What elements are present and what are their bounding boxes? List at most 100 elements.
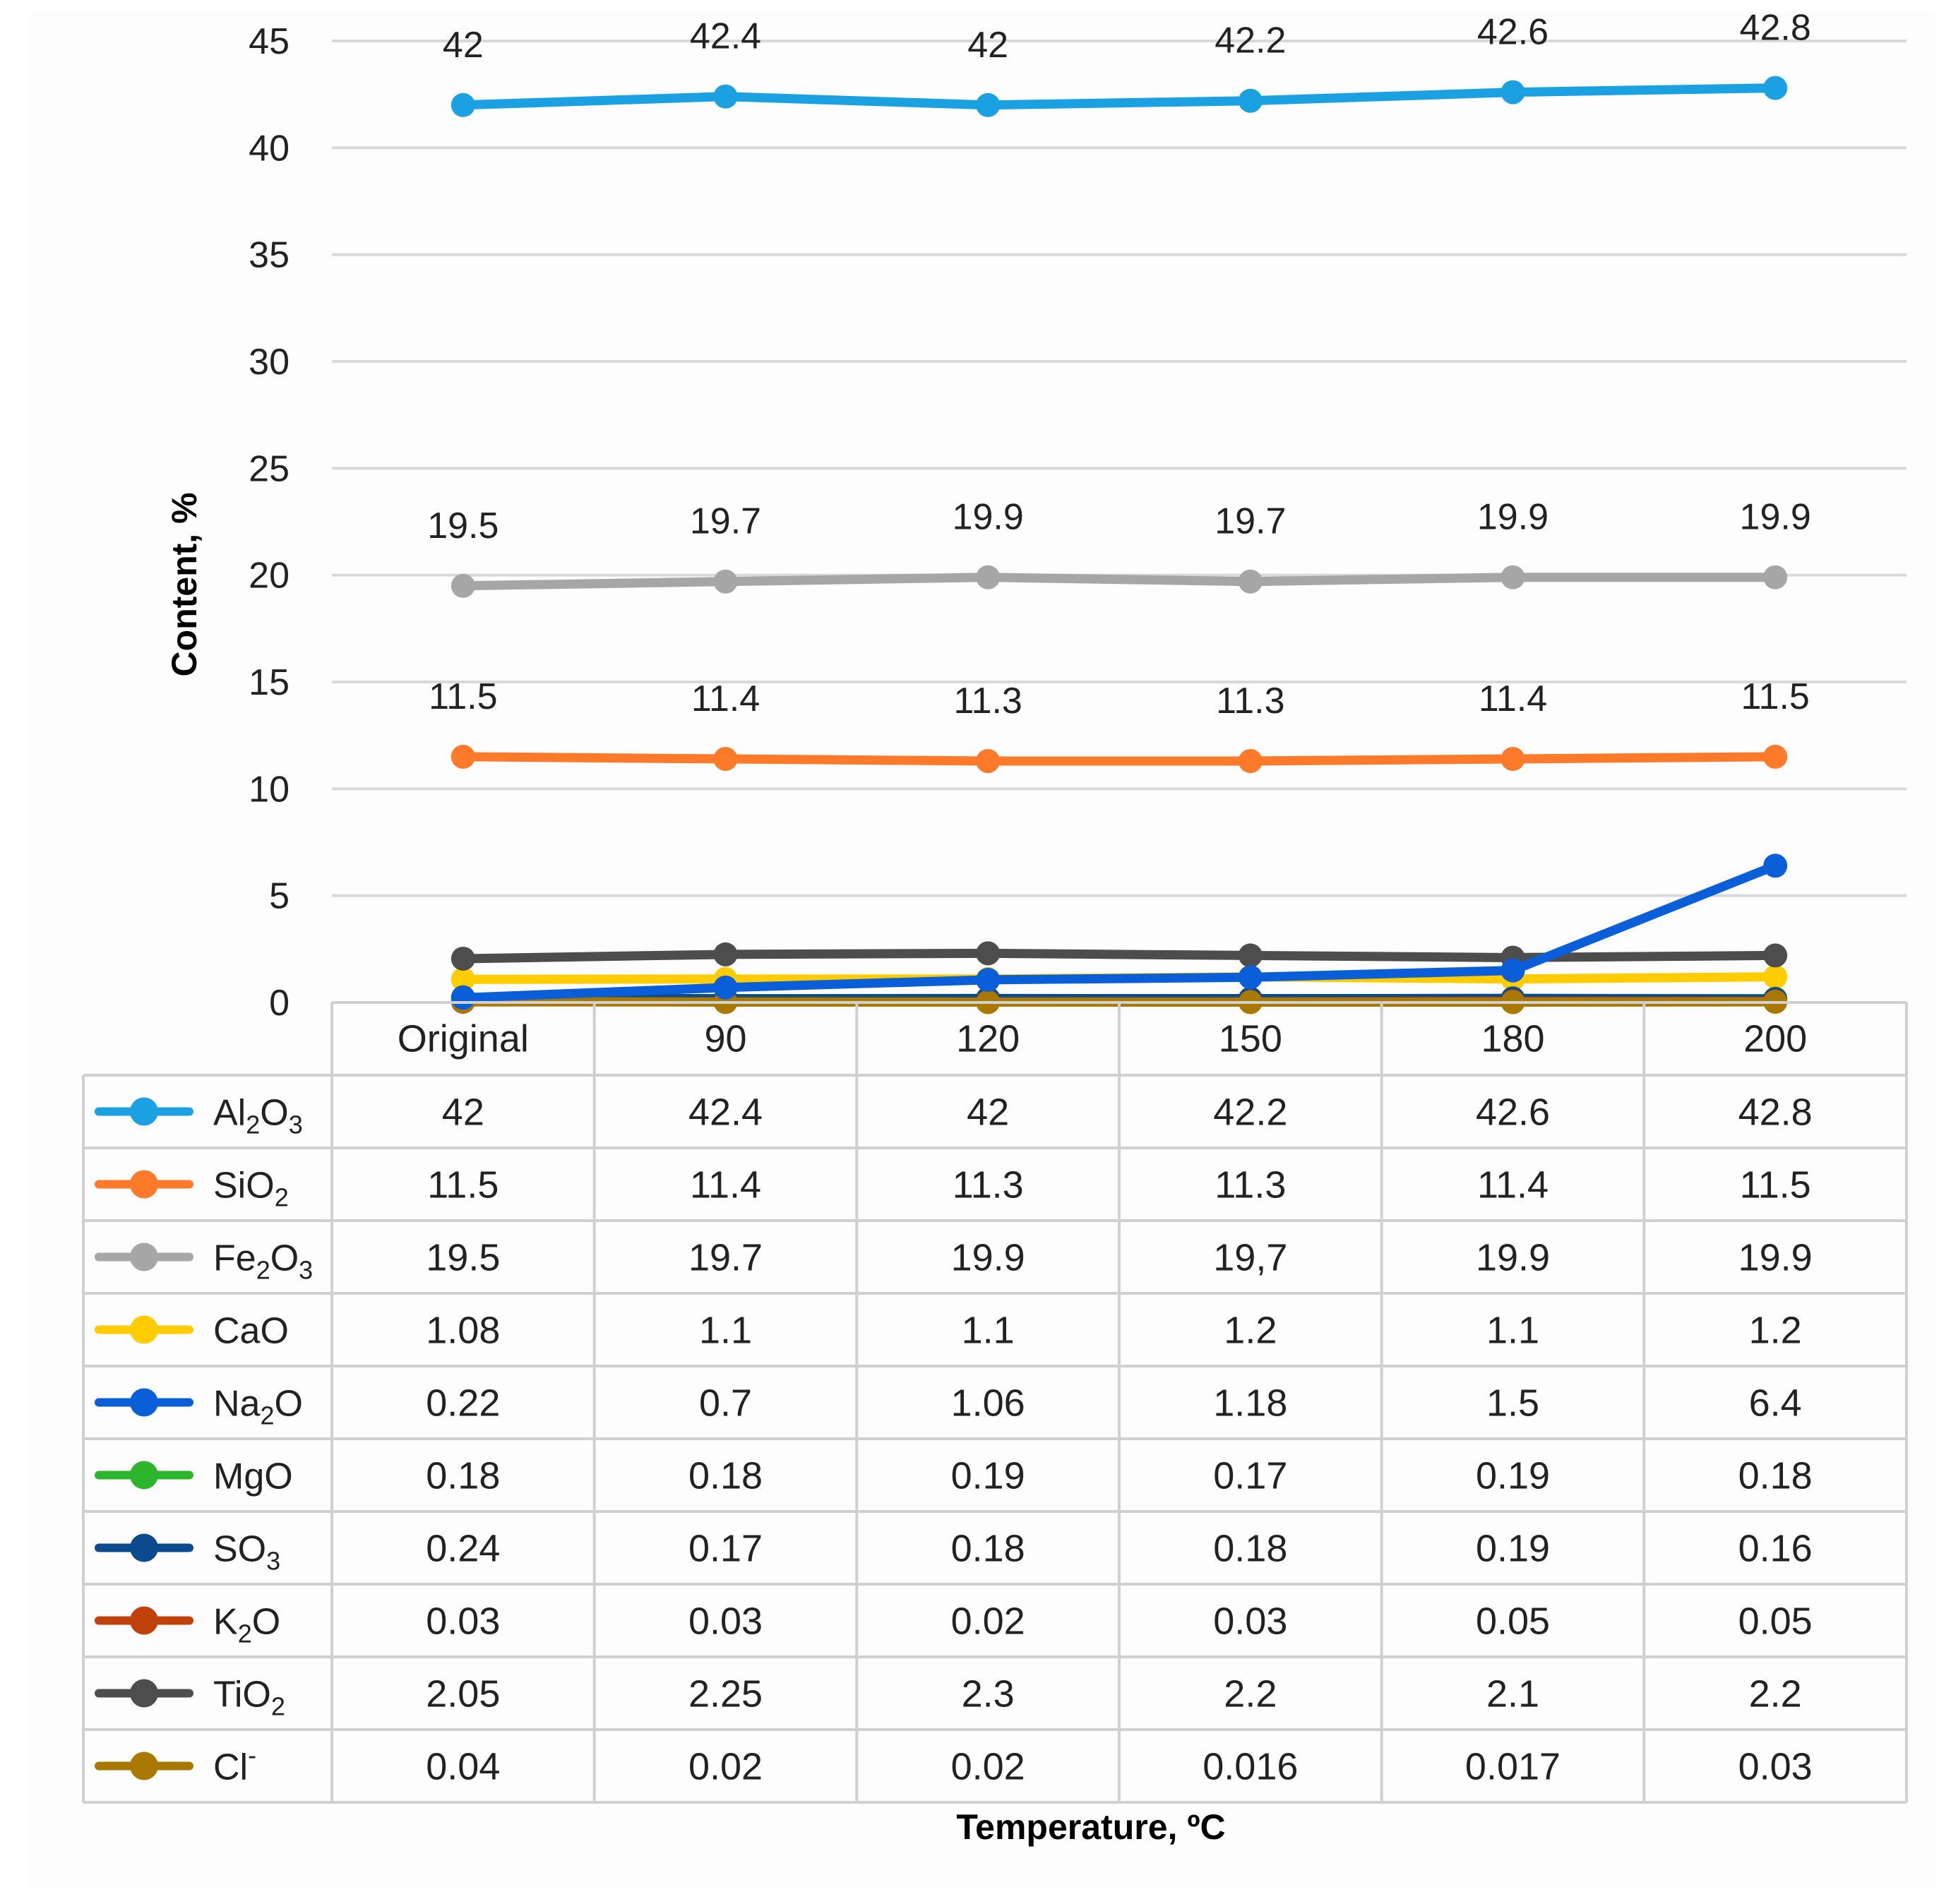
table-cell: 2.3: [962, 1673, 1015, 1716]
data-point-Na2O: [1238, 965, 1263, 990]
table-cell: 0.22: [426, 1382, 500, 1425]
y-tick-label: 35: [249, 235, 290, 276]
table-cell: 0.19: [1476, 1528, 1550, 1570]
legend-label-part: 2: [246, 1110, 260, 1139]
legend-label-SO3: SO3: [213, 1529, 280, 1576]
data-point-Al2O3: [1763, 76, 1788, 100]
table-cell: 1.2: [1224, 1310, 1277, 1352]
data-point-Al2O3: [713, 84, 738, 109]
y-tick-label: 20: [249, 556, 290, 597]
legend-label-part: 2: [256, 1256, 270, 1285]
table-cell: 2.1: [1486, 1673, 1539, 1716]
legend-label-SiO2: SiO2: [213, 1166, 289, 1212]
table-cell: 42.2: [1213, 1091, 1287, 1134]
table-cell: 0.7: [699, 1382, 752, 1425]
legend-label-part: Al: [213, 1093, 246, 1134]
series-line-Fe2O3: [458, 573, 1780, 591]
table-cell: 1.1: [699, 1310, 752, 1352]
data-label: 19.9: [953, 497, 1024, 538]
data-label: 19.9: [1477, 497, 1549, 538]
y-tick-label: 15: [249, 662, 290, 703]
table-cell: 42: [442, 1091, 484, 1134]
data-point-Fe2O3: [1763, 565, 1788, 589]
series-line-SiO2: [458, 752, 1780, 766]
table-cell: 11.3: [953, 1164, 1024, 1207]
data-point-Fe2O3: [976, 565, 1001, 589]
data-point-Na2O: [976, 967, 1001, 992]
legend-label-Al2O3: Al2O3: [213, 1093, 303, 1139]
table-cell: 19.9: [1476, 1237, 1550, 1279]
data-point-SiO2: [1500, 746, 1525, 771]
x-axis-title: Temperature, ºC: [956, 1807, 1225, 1847]
legend-label-part: 2: [238, 1619, 252, 1648]
y-tick-label: 25: [249, 448, 290, 489]
table-cell: 11.4: [1477, 1164, 1549, 1207]
legend-label-part: SiO: [213, 1166, 275, 1207]
legend-label-part: CaO: [213, 1311, 289, 1352]
legend-marker: [130, 1606, 158, 1635]
data-point-SiO2: [451, 744, 475, 769]
table-cell: 0.016: [1203, 1746, 1298, 1788]
data-label: 11.4: [691, 678, 760, 719]
table-cell: 0.24: [426, 1528, 500, 1570]
legend-label-part: O: [252, 1602, 280, 1643]
table-cell: 0.017: [1465, 1746, 1561, 1788]
data-label: 19.5: [427, 505, 499, 546]
legend-marker: [130, 1243, 158, 1271]
data-label: 42.8: [1740, 8, 1811, 49]
data-point-Fe2O3: [1500, 565, 1525, 589]
legend-label-part: 2: [260, 1401, 274, 1430]
table-cell: 0.05: [1476, 1600, 1550, 1643]
data-labels: 42 42.4 42 42.2 42.6 42.8 11.5 11.4 11.3 11.3 11.4…: [427, 8, 1811, 722]
data-label: 19.7: [1215, 501, 1286, 542]
data-point-Fe2O3: [713, 569, 738, 594]
data-label: 42.2: [1215, 20, 1286, 61]
table-cell: 0.16: [1738, 1528, 1813, 1570]
data-point-TiO2: [713, 942, 738, 966]
legend-label-part: 3: [289, 1110, 303, 1139]
data-label: 19.7: [690, 501, 761, 542]
legend-label-part: TiO: [213, 1675, 271, 1716]
y-axis-title: Content, %: [165, 492, 204, 676]
legend-marker: [130, 1170, 158, 1199]
legend-label-Na2O: Na2O: [213, 1384, 303, 1430]
table-cell: 11.5: [1740, 1164, 1811, 1207]
data-label: 11.5: [429, 676, 497, 717]
series-line-Na2O: [458, 861, 1780, 1002]
data-point-TiO2: [1763, 943, 1788, 968]
table-cell: 0.03: [1738, 1746, 1813, 1788]
legend-label-part: 3: [266, 1547, 280, 1576]
legend-label-CaO: CaO: [213, 1311, 289, 1352]
table-cell: 1.06: [951, 1382, 1025, 1425]
legend-label-part: SO: [213, 1529, 266, 1570]
table-cell: 42: [967, 1091, 1009, 1134]
legend-label-part: O: [260, 1093, 288, 1134]
x-tick-label: 90: [704, 1018, 746, 1060]
series-line-Al2O3: [458, 83, 1780, 110]
data-label: 42: [443, 25, 484, 66]
y-tick-label: 30: [249, 342, 290, 383]
y-tick-label: 5: [269, 876, 290, 917]
data-point-CaO: [1763, 964, 1788, 989]
table-cell: 6.4: [1749, 1382, 1802, 1425]
data-point-SiO2: [976, 748, 1001, 773]
table-cell: 1.2: [1749, 1310, 1802, 1352]
table-cell: 42.4: [688, 1091, 763, 1134]
table-cell: 0.02: [951, 1600, 1025, 1643]
table-cell: 11.5: [427, 1164, 499, 1207]
legend-marker: [130, 1533, 158, 1562]
legend-marker: [130, 1097, 158, 1126]
legend-label-Cl-: Cl-: [213, 1741, 256, 1788]
data-point-Na2O: [1500, 958, 1525, 983]
x-tick-label: 180: [1481, 1018, 1544, 1060]
legend-label-part: O: [270, 1238, 299, 1279]
data-point-CaO: [451, 967, 475, 992]
data-point-Fe2O3: [451, 573, 475, 598]
table-cell: 42.8: [1738, 1091, 1813, 1134]
x-tick-label: 200: [1743, 1018, 1807, 1060]
data-point-Al2O3: [451, 92, 475, 117]
x-tick-label: Original: [398, 1018, 529, 1060]
legend-marker: [130, 1461, 158, 1490]
